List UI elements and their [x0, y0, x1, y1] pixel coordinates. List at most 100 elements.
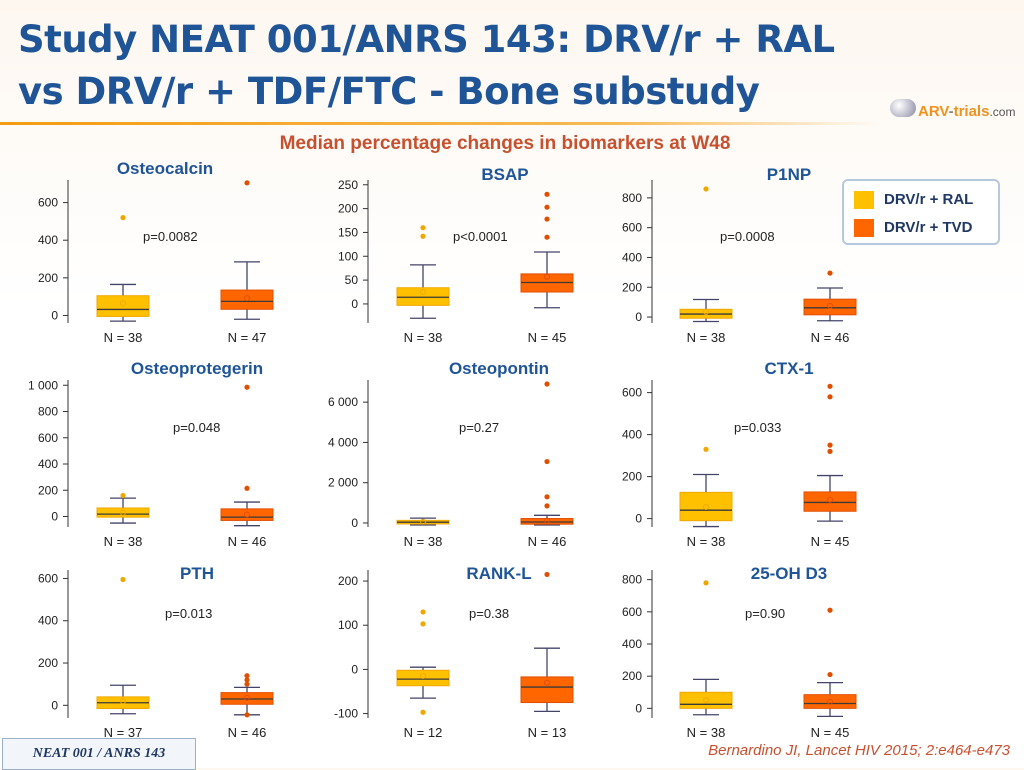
panel-osteocalcin: 0 200 400 600 Osteocalcin p=0.0082 N = 38 N = 4…: [38, 159, 274, 345]
panel-pth: 0 200 400 600 PTH p=0.013 N = 37 N = 46: [38, 564, 274, 740]
n-label: N = 38: [404, 534, 443, 549]
panel-title-osteoprotegerin: Osteoprotegerin: [131, 359, 263, 378]
mean-marker: [544, 679, 550, 686]
outlier-point: [544, 191, 550, 197]
y-tick-label: 400: [622, 428, 642, 442]
iqr-box: [520, 676, 574, 704]
y-tick-label: 4 000: [328, 435, 358, 449]
panel-title-ctx-1: CTX-1: [764, 359, 813, 378]
mean-marker: [420, 673, 426, 680]
mean-marker: [703, 504, 709, 511]
panel-osteoprotegerin: 0 200 400 600 800 1 000 Osteoprotegerin p=0.048…: [28, 359, 274, 549]
mean-marker: [420, 518, 426, 525]
y-tick-label: 0: [51, 510, 58, 524]
mean-marker: [703, 308, 709, 315]
iqr-box: [679, 491, 733, 522]
outlier-point: [703, 580, 709, 586]
box-25-oh-d3-tvd: N = 45: [803, 607, 857, 740]
iqr-box: [803, 298, 857, 316]
y-tick-label: 200: [38, 483, 58, 497]
n-label: N = 46: [528, 534, 567, 549]
outlier-point: [244, 712, 250, 718]
mean-marker: [120, 509, 126, 516]
box-p1np-tvd: N = 46: [803, 270, 857, 345]
iqr-box: [220, 508, 274, 521]
iqr-box: [396, 287, 450, 306]
y-tick-label: 1 000: [28, 378, 58, 392]
y-tick-label: 600: [38, 571, 58, 585]
mean-marker: [703, 697, 709, 704]
outlier-point: [420, 233, 426, 239]
mean-marker: [120, 300, 126, 307]
arv-trials-logo: ARV-trials.com: [886, 97, 1016, 131]
y-tick-label: 400: [38, 233, 58, 247]
y-tick-label: 800: [622, 573, 642, 587]
p-value-ctx-1: p=0.033: [734, 420, 781, 435]
outlier-point: [244, 681, 250, 687]
outlier-point: [244, 384, 250, 390]
y-tick-label: 200: [338, 574, 358, 588]
outlier-point: [827, 442, 833, 448]
y-tick-label: 250: [338, 178, 358, 192]
legend-swatch-ral: [854, 191, 874, 209]
p-value-bsap: p<0.0001: [453, 229, 508, 244]
legend-label-ral: DRV/r + RAL: [884, 191, 974, 208]
outlier-point: [703, 186, 709, 192]
legend-label-tvd: DRV/r + TVD: [884, 219, 973, 236]
outlier-point: [544, 494, 550, 500]
title-divider: [0, 122, 880, 125]
mean-marker: [827, 302, 833, 309]
y-tick-label: 800: [622, 191, 642, 205]
n-label: N = 46: [228, 725, 267, 740]
y-tick-label: 400: [38, 457, 58, 471]
y-tick-label: 200: [622, 470, 642, 484]
outlier-point: [244, 677, 250, 683]
y-tick-label: 0: [51, 698, 58, 712]
box-bsap-ral: N = 38: [396, 225, 450, 345]
outlier-point: [827, 671, 833, 678]
y-tick-label: 200: [622, 669, 642, 683]
panel-title-pth: PTH: [180, 564, 214, 583]
box-rank-l-tvd: N = 13: [520, 571, 574, 740]
y-tick-label: 200: [38, 656, 58, 670]
box-osteocalcin-ral: N = 38: [96, 215, 150, 345]
n-label: N = 38: [104, 534, 143, 549]
mean-marker: [544, 517, 550, 524]
p-value-p1np: p=0.0008: [720, 229, 775, 244]
iqr-box: [679, 691, 733, 709]
outlier-point: [544, 216, 550, 222]
outlier-point: [420, 621, 426, 627]
outlier-point: [120, 576, 126, 583]
outlier-point: [420, 709, 426, 715]
n-label: N = 37: [104, 725, 143, 740]
box-ctx-1-tvd: N = 45: [803, 383, 857, 549]
n-label: N = 45: [528, 330, 567, 345]
mean-marker: [244, 295, 250, 302]
logo-dash: -: [948, 103, 954, 120]
p-value-osteocalcin: p=0.0082: [143, 229, 198, 244]
box-osteocalcin-tvd: N = 47: [220, 180, 274, 345]
panel-ctx-1: 0 200 400 600 CTX-1 p=0.033 N = 38 N = 45: [622, 359, 857, 549]
page-title: Study NEAT 001/ANRS 143: DRV/r + RAL vs …: [18, 18, 835, 113]
y-tick-label: 600: [38, 431, 58, 445]
outlier-point: [544, 503, 550, 509]
box-rank-l-ral: N = 12: [396, 609, 450, 740]
p-value-osteopontin: p=0.27: [459, 420, 499, 435]
outlier-point: [827, 394, 833, 400]
p-value-osteoprotegerin: p=0.048: [173, 420, 220, 435]
y-tick-label: 100: [338, 249, 358, 263]
n-label: N = 12: [404, 725, 443, 740]
outlier-point: [544, 204, 550, 210]
box-osteopontin-ral: N = 38: [396, 517, 450, 549]
outlier-point: [827, 270, 833, 276]
outlier-point: [120, 215, 126, 221]
outlier-point: [827, 383, 833, 389]
y-tick-label: 400: [622, 637, 642, 651]
y-tick-label: 150: [338, 225, 358, 239]
logo-brand: ARV: [918, 103, 949, 120]
outlier-point: [120, 492, 126, 499]
n-label: N = 38: [104, 330, 143, 345]
mean-marker: [827, 496, 833, 503]
panel-25-oh-d3: 0 200 400 600 800 25-OH D3 p=0.90 N = 38 N = 45: [622, 564, 857, 740]
panel-title-bsap: BSAP: [481, 165, 528, 184]
